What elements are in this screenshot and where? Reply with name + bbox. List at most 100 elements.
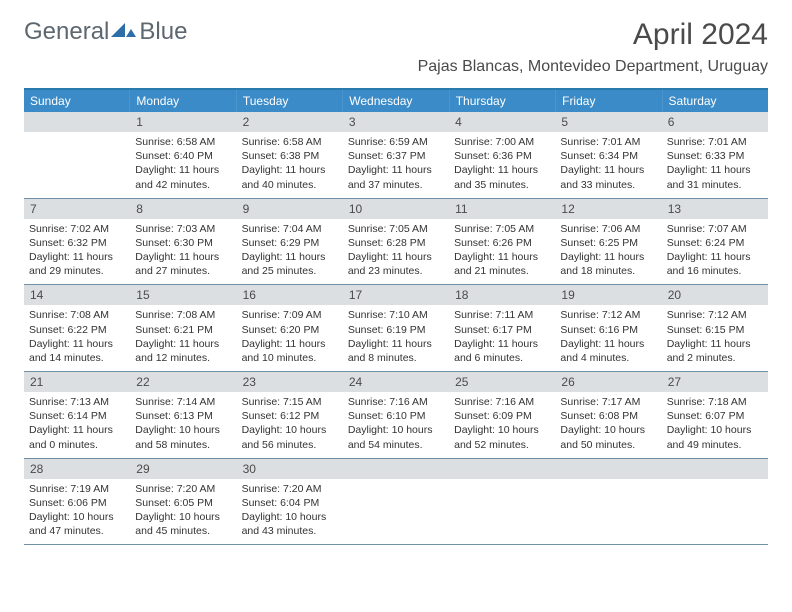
sunrise-text: Sunrise: 7:12 AM (560, 308, 656, 322)
daylight-text: Daylight: 10 hours and 47 minutes. (29, 510, 125, 538)
daynum-row: 21222324252627 (24, 372, 768, 392)
day-number: 23 (237, 372, 343, 392)
sunrise-text: Sunrise: 7:03 AM (135, 222, 231, 236)
day-number: 3 (343, 112, 449, 132)
sunrise-text: Sunrise: 6:58 AM (135, 135, 231, 149)
day-cell (24, 132, 130, 198)
logo: General Blue (24, 18, 187, 46)
day-number: 4 (449, 112, 555, 132)
day-cell: Sunrise: 7:20 AMSunset: 6:04 PMDaylight:… (237, 479, 343, 545)
day-number: 5 (555, 112, 661, 132)
week-block: 123456Sunrise: 6:58 AMSunset: 6:40 PMDay… (24, 112, 768, 199)
day-number (662, 459, 768, 479)
logo-icon (111, 18, 137, 46)
sunrise-text: Sunrise: 7:18 AM (667, 395, 763, 409)
daylight-text: Daylight: 11 hours and 16 minutes. (667, 250, 763, 278)
sunrise-text: Sunrise: 7:11 AM (454, 308, 550, 322)
sunrise-text: Sunrise: 7:14 AM (135, 395, 231, 409)
day-cell: Sunrise: 7:01 AMSunset: 6:34 PMDaylight:… (555, 132, 661, 198)
sunset-text: Sunset: 6:06 PM (29, 496, 125, 510)
day-cell: Sunrise: 7:01 AMSunset: 6:33 PMDaylight:… (662, 132, 768, 198)
sunset-text: Sunset: 6:05 PM (135, 496, 231, 510)
day-cell (662, 479, 768, 545)
day-number: 9 (237, 199, 343, 219)
sunrise-text: Sunrise: 6:59 AM (348, 135, 444, 149)
sunset-text: Sunset: 6:24 PM (667, 236, 763, 250)
sunrise-text: Sunrise: 7:01 AM (667, 135, 763, 149)
day-number: 28 (24, 459, 130, 479)
daynum-row: 123456 (24, 112, 768, 132)
sunrise-text: Sunrise: 7:12 AM (667, 308, 763, 322)
sunset-text: Sunset: 6:08 PM (560, 409, 656, 423)
sunrise-text: Sunrise: 7:07 AM (667, 222, 763, 236)
sunset-text: Sunset: 6:12 PM (242, 409, 338, 423)
sunset-text: Sunset: 6:21 PM (135, 323, 231, 337)
day-number: 30 (237, 459, 343, 479)
daylight-text: Daylight: 11 hours and 29 minutes. (29, 250, 125, 278)
day-cell: Sunrise: 7:13 AMSunset: 6:14 PMDaylight:… (24, 392, 130, 458)
sunset-text: Sunset: 6:33 PM (667, 149, 763, 163)
day-number (555, 459, 661, 479)
daycontent-row: Sunrise: 7:08 AMSunset: 6:22 PMDaylight:… (24, 305, 768, 371)
daylight-text: Daylight: 11 hours and 31 minutes. (667, 163, 763, 191)
sunrise-text: Sunrise: 7:01 AM (560, 135, 656, 149)
day-cell: Sunrise: 7:02 AMSunset: 6:32 PMDaylight:… (24, 219, 130, 285)
day-number: 22 (130, 372, 236, 392)
title-block: April 2024 Pajas Blancas, Montevideo Dep… (418, 18, 768, 76)
dayhead-thu: Thursday (450, 90, 556, 112)
dayhead-tue: Tuesday (237, 90, 343, 112)
day-number: 14 (24, 285, 130, 305)
day-number: 8 (130, 199, 236, 219)
day-cell: Sunrise: 7:16 AMSunset: 6:10 PMDaylight:… (343, 392, 449, 458)
day-cell: Sunrise: 7:08 AMSunset: 6:21 PMDaylight:… (130, 305, 236, 371)
sunrise-text: Sunrise: 7:20 AM (135, 482, 231, 496)
sunrise-text: Sunrise: 7:05 AM (348, 222, 444, 236)
daylight-text: Daylight: 11 hours and 0 minutes. (29, 423, 125, 451)
sunset-text: Sunset: 6:29 PM (242, 236, 338, 250)
day-cell: Sunrise: 6:59 AMSunset: 6:37 PMDaylight:… (343, 132, 449, 198)
day-cell: Sunrise: 6:58 AMSunset: 6:40 PMDaylight:… (130, 132, 236, 198)
day-number: 16 (237, 285, 343, 305)
daylight-text: Daylight: 11 hours and 6 minutes. (454, 337, 550, 365)
location-text: Pajas Blancas, Montevideo Department, Ur… (418, 58, 768, 76)
day-number: 7 (24, 199, 130, 219)
sunrise-text: Sunrise: 7:19 AM (29, 482, 125, 496)
sunset-text: Sunset: 6:28 PM (348, 236, 444, 250)
sunset-text: Sunset: 6:38 PM (242, 149, 338, 163)
calendar: Sunday Monday Tuesday Wednesday Thursday… (24, 88, 768, 545)
daylight-text: Daylight: 11 hours and 14 minutes. (29, 337, 125, 365)
daylight-text: Daylight: 11 hours and 23 minutes. (348, 250, 444, 278)
sunrise-text: Sunrise: 7:05 AM (454, 222, 550, 236)
day-cell: Sunrise: 7:18 AMSunset: 6:07 PMDaylight:… (662, 392, 768, 458)
sunset-text: Sunset: 6:16 PM (560, 323, 656, 337)
daylight-text: Daylight: 11 hours and 35 minutes. (454, 163, 550, 191)
page-header: General Blue April 2024 Pajas Blancas, M… (0, 0, 792, 80)
sunset-text: Sunset: 6:22 PM (29, 323, 125, 337)
daycontent-row: Sunrise: 7:13 AMSunset: 6:14 PMDaylight:… (24, 392, 768, 458)
sunset-text: Sunset: 6:13 PM (135, 409, 231, 423)
day-number: 18 (449, 285, 555, 305)
daylight-text: Daylight: 11 hours and 12 minutes. (135, 337, 231, 365)
sunset-text: Sunset: 6:15 PM (667, 323, 763, 337)
day-number: 2 (237, 112, 343, 132)
day-number: 6 (662, 112, 768, 132)
daynum-row: 282930 (24, 459, 768, 479)
day-cell: Sunrise: 7:19 AMSunset: 6:06 PMDaylight:… (24, 479, 130, 545)
sunrise-text: Sunrise: 7:16 AM (454, 395, 550, 409)
sunset-text: Sunset: 6:14 PM (29, 409, 125, 423)
day-cell: Sunrise: 7:12 AMSunset: 6:15 PMDaylight:… (662, 305, 768, 371)
day-number: 24 (343, 372, 449, 392)
sunset-text: Sunset: 6:09 PM (454, 409, 550, 423)
day-cell: Sunrise: 7:11 AMSunset: 6:17 PMDaylight:… (449, 305, 555, 371)
sunrise-text: Sunrise: 7:17 AM (560, 395, 656, 409)
day-number (24, 112, 130, 132)
sunrise-text: Sunrise: 7:00 AM (454, 135, 550, 149)
day-cell: Sunrise: 7:08 AMSunset: 6:22 PMDaylight:… (24, 305, 130, 371)
logo-text-2: Blue (139, 18, 187, 46)
day-number: 27 (662, 372, 768, 392)
daylight-text: Daylight: 11 hours and 42 minutes. (135, 163, 231, 191)
daylight-text: Daylight: 11 hours and 40 minutes. (242, 163, 338, 191)
week-block: 21222324252627Sunrise: 7:13 AMSunset: 6:… (24, 372, 768, 459)
sunrise-text: Sunrise: 7:09 AM (242, 308, 338, 322)
day-cell (555, 479, 661, 545)
